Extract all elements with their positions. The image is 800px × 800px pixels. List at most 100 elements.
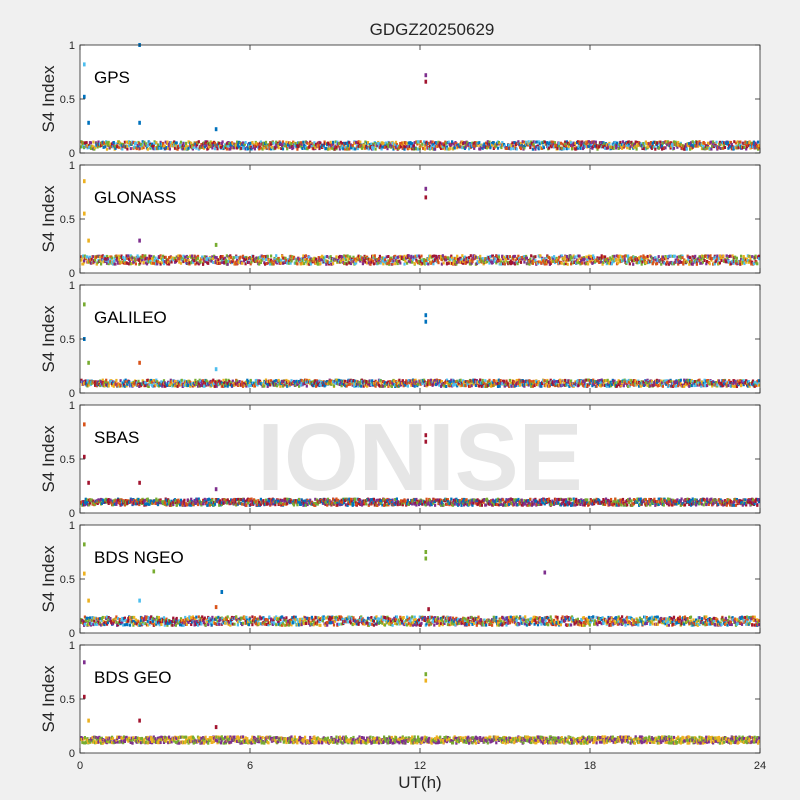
data-point [480, 384, 483, 388]
data-point [493, 379, 496, 383]
data-point [125, 140, 128, 144]
data-point [689, 147, 692, 151]
data-point [341, 256, 344, 260]
data-point [345, 262, 348, 266]
y-axis-label: S4 Index [39, 185, 58, 253]
data-point [718, 261, 721, 265]
data-point [476, 143, 479, 147]
data-point [244, 262, 247, 266]
data-point [84, 379, 87, 383]
data-point [373, 142, 376, 146]
data-point [332, 384, 336, 388]
data-point [323, 259, 326, 263]
data-point [658, 379, 661, 383]
data-point [716, 257, 719, 261]
data-point [747, 260, 750, 264]
data-point [224, 378, 228, 382]
data-point [716, 254, 719, 258]
outlier-point [424, 319, 428, 324]
data-point [290, 379, 293, 383]
data-point [126, 382, 129, 386]
data-point [124, 380, 127, 384]
data-point [701, 147, 704, 151]
data-point [585, 378, 588, 382]
data-point [329, 140, 332, 144]
data-point [275, 143, 278, 146]
data-point [390, 258, 393, 262]
data-point [251, 141, 254, 144]
data-point [661, 255, 664, 259]
data-point [394, 262, 397, 266]
data-point [393, 379, 396, 383]
data-point [129, 262, 132, 266]
data-point [320, 380, 323, 384]
data-point [324, 261, 327, 264]
data-point [398, 378, 401, 382]
data-point [431, 140, 434, 144]
data-point [640, 142, 643, 146]
data-point [728, 260, 731, 264]
data-point [741, 146, 744, 149]
data-point [566, 383, 569, 387]
data-point [196, 384, 200, 388]
data-point [618, 260, 621, 264]
data-point [409, 260, 412, 264]
data-point [700, 380, 704, 384]
data-point [94, 255, 98, 259]
data-point [560, 261, 563, 265]
data-point [242, 259, 245, 263]
data-point [338, 254, 341, 258]
data-point [739, 262, 742, 266]
data-point [570, 262, 573, 266]
data-point [434, 383, 438, 387]
data-point [706, 145, 709, 149]
data-point [391, 141, 394, 145]
data-point [537, 140, 540, 144]
data-point [366, 261, 369, 265]
data-point [179, 261, 183, 265]
data-point [657, 255, 660, 259]
data-point [416, 254, 419, 258]
data-point [168, 256, 171, 260]
data-point [123, 258, 126, 262]
data-point [135, 381, 138, 385]
data-point [612, 381, 615, 385]
data-point [354, 379, 357, 383]
data-point [86, 255, 89, 259]
data-point [266, 380, 269, 384]
data-point [332, 142, 335, 146]
data-point [82, 262, 85, 266]
data-point [278, 382, 281, 386]
data-point [565, 147, 568, 151]
data-point [224, 256, 227, 260]
data-point [433, 254, 436, 258]
data-point [356, 147, 359, 151]
data-point [297, 256, 300, 260]
data-point [152, 255, 155, 259]
data-point [523, 140, 526, 144]
data-point [226, 144, 229, 148]
data-point [158, 261, 161, 264]
data-point [190, 261, 193, 265]
data-point [303, 262, 306, 266]
data-point [438, 143, 441, 147]
data-point [722, 383, 725, 387]
data-point [357, 140, 360, 144]
data-point [249, 141, 252, 145]
data-point [123, 503, 126, 507]
data-point [579, 382, 582, 386]
data-point [394, 143, 397, 147]
data-point [757, 379, 761, 383]
data-point [473, 146, 476, 150]
data-point [683, 384, 686, 388]
data-point [746, 259, 749, 263]
data-point [566, 262, 569, 266]
data-point [463, 141, 466, 145]
data-point [122, 255, 125, 259]
data-point [445, 145, 449, 149]
data-point [672, 146, 676, 150]
data-point [105, 254, 109, 258]
data-point [502, 379, 506, 383]
data-point [468, 384, 472, 388]
data-point [137, 381, 140, 385]
